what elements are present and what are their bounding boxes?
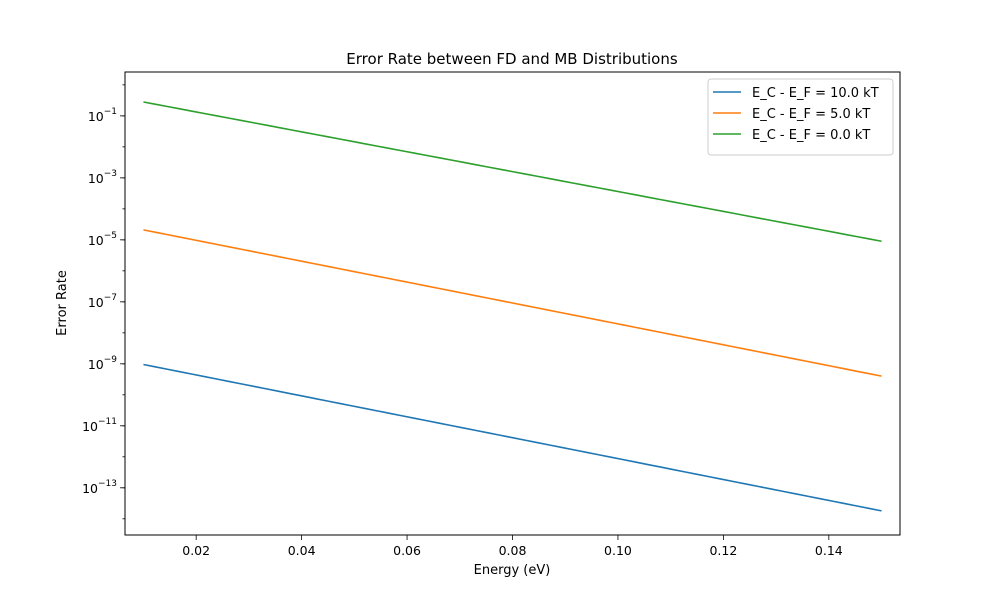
x-tick-label: 0.12 — [709, 543, 737, 558]
series-line-3 — [143, 101, 882, 243]
x-tick-label: 0.04 — [288, 543, 316, 558]
y-tick-label: 10−7 — [88, 293, 117, 310]
chart-title: Error Rate between FD and MB Distributio… — [346, 50, 678, 68]
legend: E_C - E_F = 10.0 kT E_C - E_F = 5.0 kT E_C… — [707, 78, 894, 156]
series-line-2 — [143, 229, 882, 377]
legend-box — [707, 78, 894, 156]
y-axis-label: Error Rate — [55, 270, 70, 336]
x-tick-label: 0.14 — [815, 543, 843, 558]
y-tick-label: 10−9 — [88, 355, 117, 372]
y-tick-label: 10−1 — [88, 107, 117, 124]
y-tick-label: 10−11 — [82, 417, 117, 434]
x-tick-label: 0.10 — [604, 543, 632, 558]
y-axis-ticks: 10−1 10−3 10−5 10−7 10−9 10−11 10−13 — [82, 84, 125, 520]
x-tick-label: 0.02 — [182, 543, 210, 558]
series-layer — [143, 101, 882, 512]
x-axis-ticks: 0.02 0.04 0.06 0.08 0.10 0.12 0.14 — [182, 535, 843, 558]
y-tick-label: 10−3 — [88, 169, 117, 186]
legend-label: E_C - E_F = 5.0 kT — [752, 107, 870, 122]
x-tick-label: 0.06 — [393, 543, 421, 558]
legend-label: E_C - E_F = 0.0 kT — [752, 128, 870, 143]
x-tick-label: 0.08 — [499, 543, 527, 558]
legend-label: E_C - E_F = 10.0 kT — [752, 86, 879, 101]
y-tick-label: 10−5 — [88, 231, 117, 248]
series-line-1 — [143, 363, 882, 512]
y-tick-label: 10−13 — [82, 479, 117, 496]
x-axis-label: Energy (eV) — [474, 563, 551, 578]
